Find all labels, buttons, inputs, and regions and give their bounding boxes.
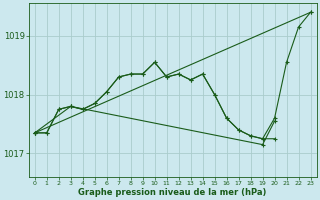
X-axis label: Graphe pression niveau de la mer (hPa): Graphe pression niveau de la mer (hPa)	[78, 188, 267, 197]
